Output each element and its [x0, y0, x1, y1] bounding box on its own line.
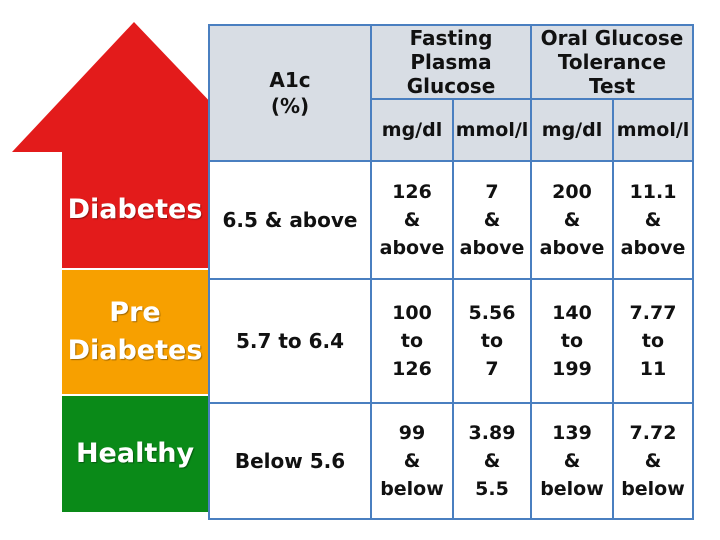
table-row-healthy: Below 5.6 99 & below 3.89 & 5.5 139 & below 7.…	[208, 402, 694, 520]
a1c-healthy: Below 5.6	[208, 402, 372, 520]
header-row-groups: A1c (%) Fasting Plasma Glucose Oral Gluc…	[208, 24, 694, 162]
header-fasting-line-2: Glucose	[406, 74, 496, 98]
glucose-levels-table: A1c (%) Fasting Plasma Glucose Oral Gluc…	[208, 24, 694, 520]
category-pre-diabetes-label-1: Pre	[109, 297, 161, 328]
ogtt-mgdl-healthy: 139 & below	[530, 402, 614, 520]
a1c-pre-diabetes: 5.7 to 6.4	[208, 278, 372, 404]
table-row-diabetes: 6.5 & above 126 & above 7 & above 200 & above …	[208, 160, 694, 280]
category-healthy: Healthy	[62, 396, 208, 512]
category-pre-diabetes: Pre Diabetes	[62, 270, 208, 394]
table-row-pre-diabetes: 5.7 to 6.4 100 to 126 5.56 to 7 140 to 199 7.7…	[208, 278, 694, 404]
arrow-head	[12, 22, 258, 152]
a1c-diabetes: 6.5 & above	[208, 160, 372, 280]
header-ogtt-line-1: Oral Glucose	[540, 26, 684, 50]
fasting-mgdl-diabetes: 126 & above	[370, 160, 454, 280]
header-a1c-label: A1c	[269, 68, 311, 92]
header-a1c: A1c (%)	[208, 24, 372, 162]
category-diabetes: Diabetes	[62, 152, 208, 268]
header-a1c-unit: (%)	[270, 94, 310, 118]
ogtt-mgdl-diabetes: 200 & above	[530, 160, 614, 280]
header-fasting-plasma-glucose: Fasting Plasma Glucose	[370, 24, 532, 100]
header-oral-glucose-tolerance-test: Oral Glucose Tolerance Test	[530, 24, 694, 100]
fasting-mgdl-pre-diabetes: 100 to 126	[370, 278, 454, 404]
category-pre-diabetes-label-2: Diabetes	[67, 335, 203, 366]
unit-ogtt-mgdl: mg/dl	[530, 98, 614, 162]
unit-fasting-mmol: mmol/l	[452, 98, 532, 162]
fasting-mgdl-healthy: 99 & below	[370, 402, 454, 520]
unit-ogtt-mmol: mmol/l	[612, 98, 694, 162]
ogtt-mmol-healthy: 7.72 & below	[612, 402, 694, 520]
header-ogtt-line-2: Tolerance Test	[557, 50, 667, 98]
header-fasting-line-1: Fasting Plasma	[409, 26, 493, 74]
ogtt-mmol-pre-diabetes: 7.77 to 11	[612, 278, 694, 404]
fasting-mmol-diabetes: 7 & above	[452, 160, 532, 280]
category-diabetes-label: Diabetes	[67, 194, 203, 225]
ogtt-mmol-diabetes: 11.1 & above	[612, 160, 694, 280]
unit-fasting-mgdl: mg/dl	[370, 98, 454, 162]
ogtt-mgdl-pre-diabetes: 140 to 199	[530, 278, 614, 404]
header-row-units: mg/dl mmol/l mg/dl mmol/l	[209, 98, 694, 162]
fasting-mmol-pre-diabetes: 5.56 to 7	[452, 278, 532, 404]
category-healthy-label: Healthy	[75, 438, 195, 469]
fasting-mmol-healthy: 3.89 & 5.5	[452, 402, 532, 520]
